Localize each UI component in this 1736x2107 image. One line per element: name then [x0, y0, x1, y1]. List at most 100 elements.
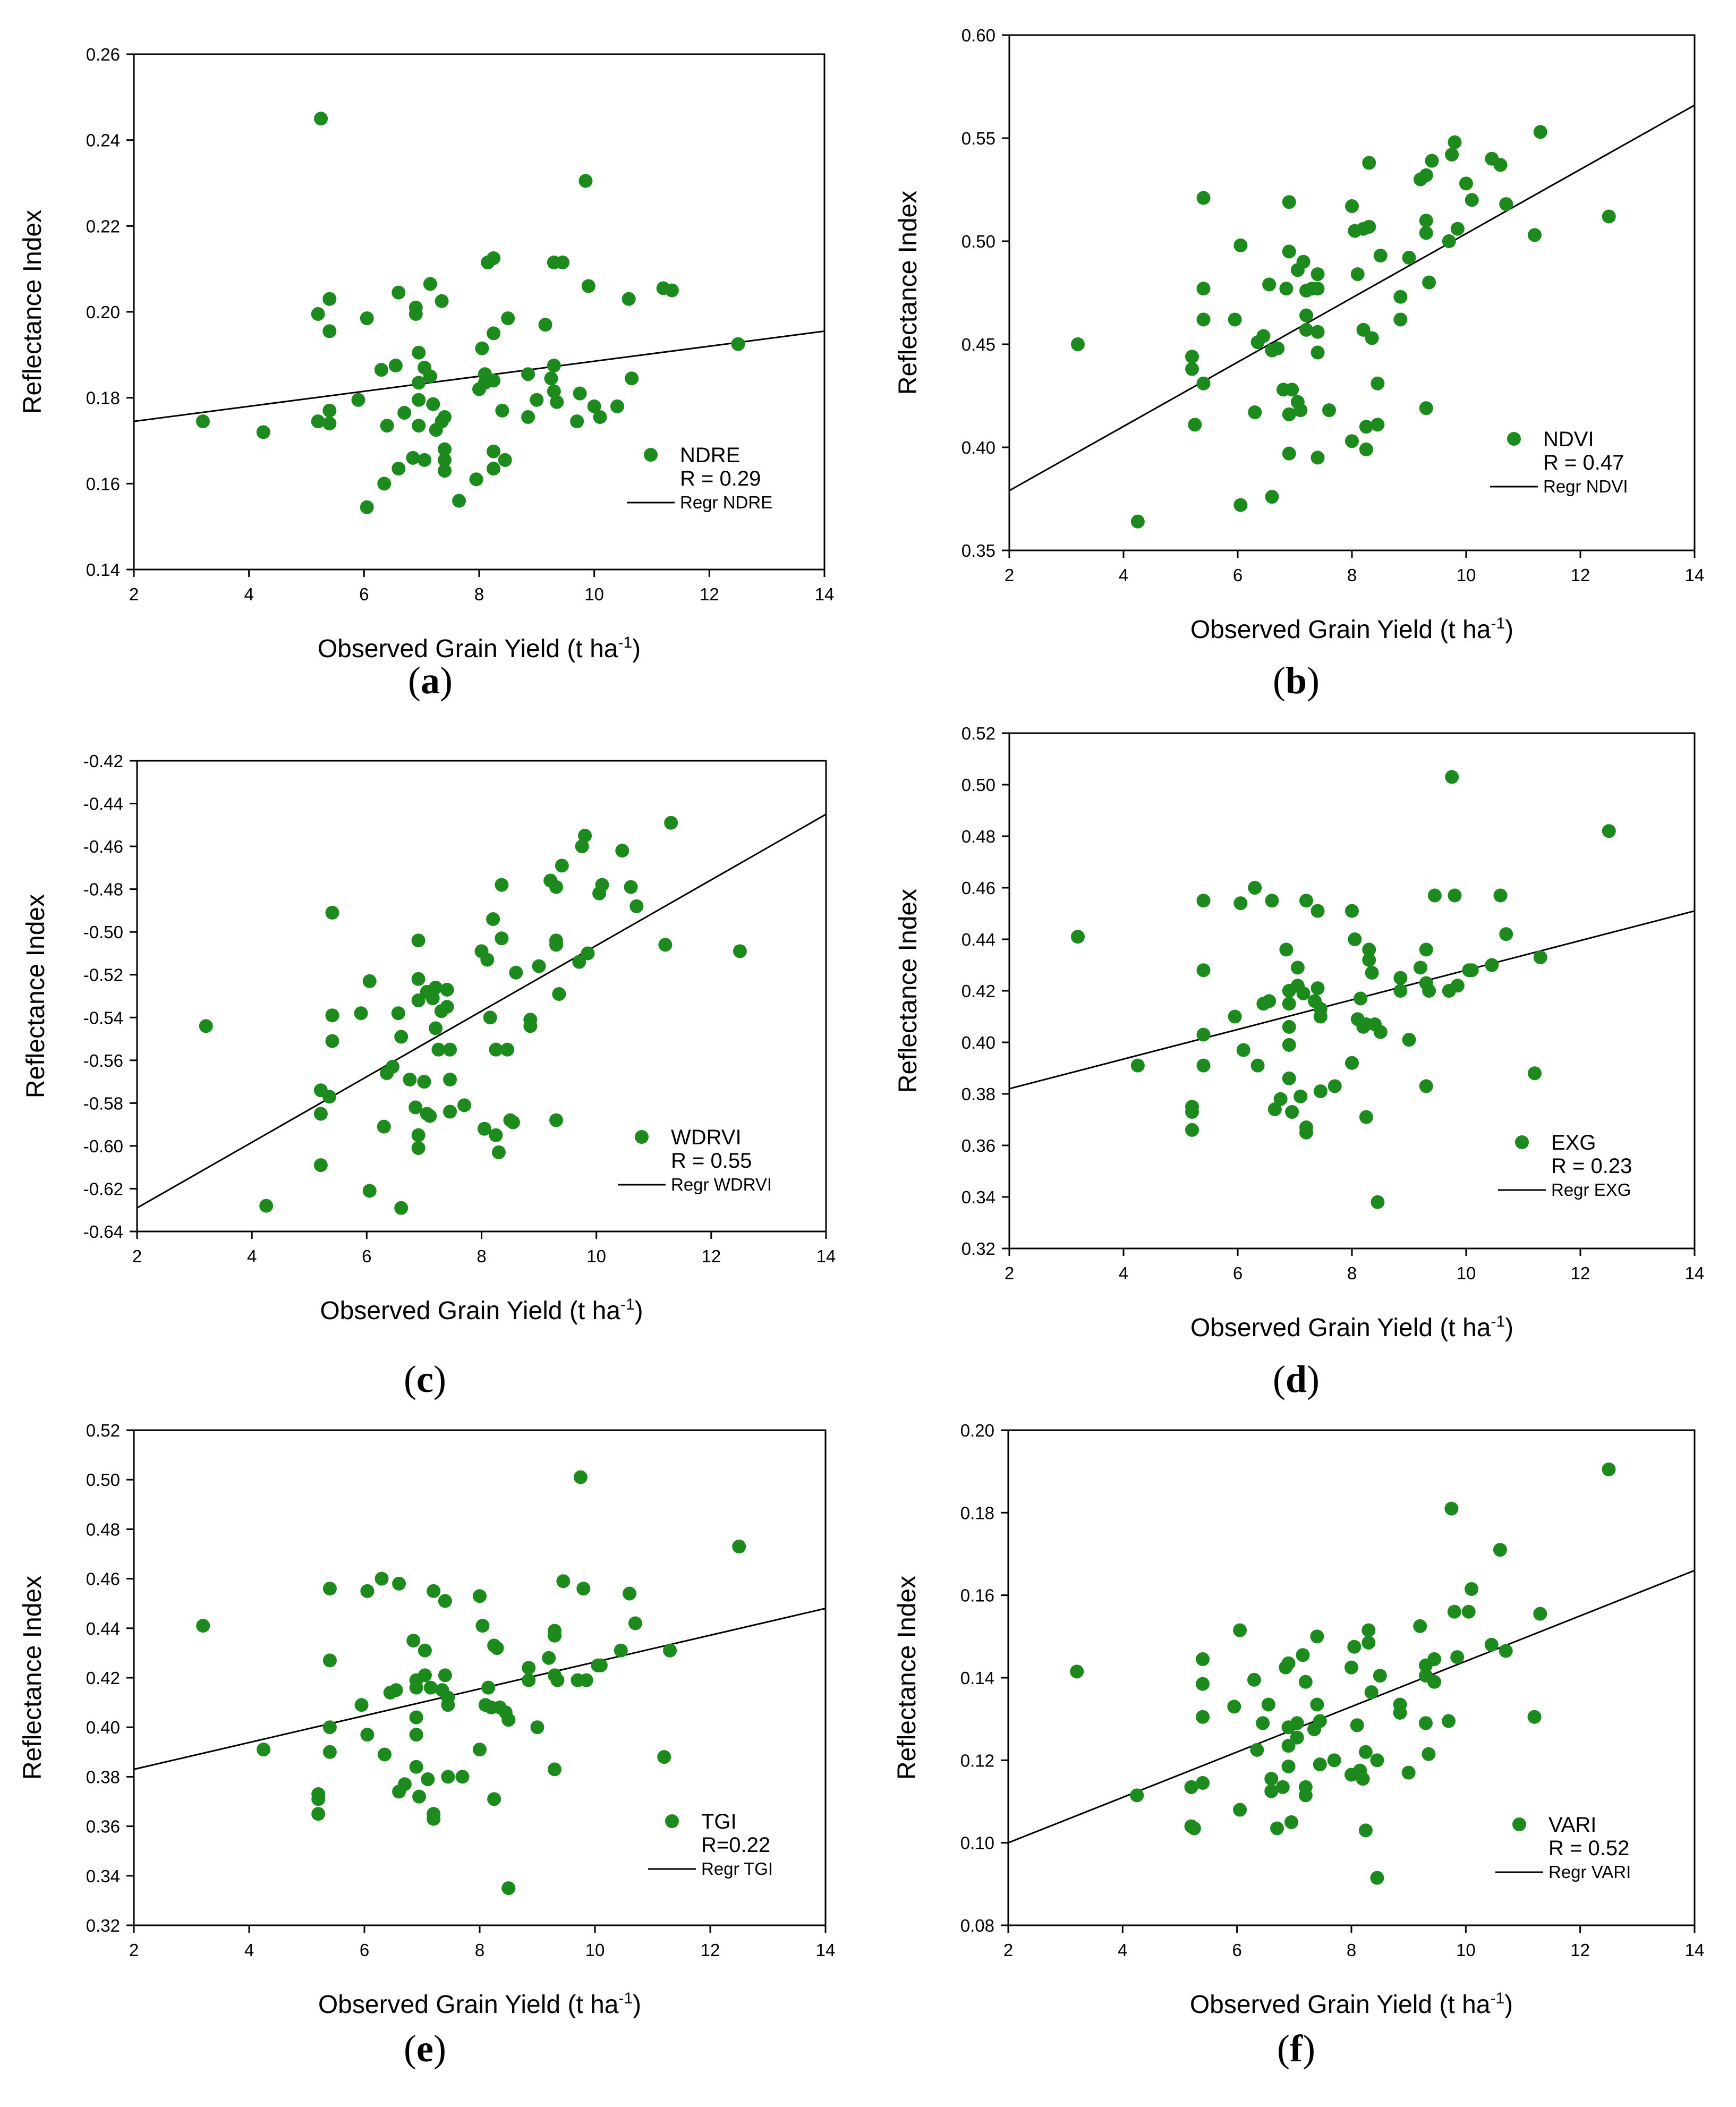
y-tick-label: 0.14	[86, 560, 120, 580]
y-tick-label: -0.46	[83, 837, 123, 856]
x-tick-label: 14	[1685, 1940, 1705, 1960]
data-point	[311, 307, 325, 321]
x-tick-label: 10	[586, 1246, 606, 1266]
x-tick-label: 2	[132, 1246, 142, 1266]
data-point	[1256, 1716, 1270, 1730]
data-point	[1402, 1033, 1416, 1047]
data-point	[1493, 888, 1508, 903]
data-point	[322, 1720, 337, 1735]
y-tick-label: 0.24	[86, 131, 120, 150]
legend-regr-label: Regr NDVI	[1543, 477, 1628, 496]
y-tick-label: 0.20	[960, 1421, 994, 1440]
data-point	[360, 500, 374, 514]
data-point	[548, 1762, 562, 1777]
data-point	[438, 1668, 452, 1683]
x-axis-label-text: Observed Grain Yield (t ha	[1190, 1991, 1491, 2019]
legend-marker	[644, 448, 658, 462]
data-point	[1281, 1739, 1296, 1753]
y-tick-label: 0.38	[961, 1084, 995, 1104]
data-point	[1184, 1780, 1198, 1794]
data-point	[550, 1673, 565, 1687]
data-point	[1348, 932, 1362, 946]
legend-regr-label: Regr EXG	[1551, 1180, 1631, 1200]
y-tick-label: 0.46	[86, 1569, 120, 1589]
data-point	[438, 442, 452, 456]
caption-letter: d	[1286, 1358, 1307, 1400]
caption-open-paren: (	[404, 2027, 416, 2070]
caption-open-paren: (	[1273, 659, 1286, 702]
data-point	[1228, 312, 1242, 327]
data-point	[1281, 1759, 1296, 1773]
data-point	[1344, 1660, 1358, 1675]
data-point	[1264, 1784, 1279, 1798]
data-point	[1393, 290, 1408, 304]
data-point	[1485, 958, 1499, 972]
x-tick-label: 6	[362, 1246, 371, 1266]
data-point	[658, 938, 673, 952]
y-tick-label: 0.16	[960, 1586, 994, 1605]
data-point	[1393, 1706, 1407, 1720]
y-tick-label: -0.64	[83, 1222, 123, 1242]
data-point	[1130, 514, 1145, 529]
data-point	[1290, 1716, 1304, 1730]
data-point	[452, 494, 466, 508]
data-point	[549, 938, 564, 952]
data-point	[1282, 195, 1296, 209]
data-point	[575, 839, 589, 854]
data-point	[1261, 1697, 1275, 1712]
data-point	[1285, 1105, 1299, 1119]
y-tick-label: 0.42	[961, 981, 995, 1001]
data-point	[1533, 125, 1547, 139]
x-axis-label-close: )	[1504, 1991, 1513, 2019]
x-tick-label: 4	[1118, 1940, 1127, 1960]
x-tick-label: 2	[129, 1940, 139, 1960]
data-point	[1358, 1745, 1373, 1759]
data-point	[1362, 942, 1376, 957]
data-point	[614, 1643, 628, 1658]
data-point	[443, 1042, 457, 1057]
data-point	[1196, 1710, 1210, 1724]
data-point	[581, 946, 595, 961]
data-point	[1310, 345, 1325, 360]
data-point	[1228, 1009, 1242, 1024]
data-point	[1233, 238, 1248, 252]
data-point	[547, 359, 561, 373]
data-point	[1445, 148, 1459, 162]
x-tick-label: 10	[1457, 1263, 1476, 1283]
y-tick-label: -0.56	[83, 1051, 123, 1071]
x-tick-label: 12	[1570, 1940, 1590, 1960]
data-point	[311, 1792, 326, 1806]
data-point	[417, 1075, 431, 1089]
caption-open-paren: (	[1273, 1358, 1286, 1400]
data-point	[1401, 1765, 1416, 1780]
data-point	[377, 1747, 392, 1762]
y-axis-label: Reflectance Index	[22, 894, 50, 1098]
legend-marker	[1512, 1817, 1526, 1831]
data-point	[443, 1073, 457, 1087]
y-axis-label: Reflectance Index	[894, 889, 922, 1093]
data-point	[1465, 1582, 1479, 1596]
x-tick-label: 8	[474, 584, 484, 604]
caption-letter: e	[416, 2027, 433, 2070]
data-point	[322, 1745, 337, 1759]
data-point	[1285, 383, 1299, 397]
data-point	[1350, 267, 1365, 282]
data-point	[1271, 341, 1285, 355]
panel-b: 2 4 6 8 10 12 14 0.35 0.40 0.45 0.50 0.55 0.60 Observ…	[894, 26, 1704, 702]
data-point	[440, 982, 454, 997]
data-point	[1461, 1604, 1476, 1619]
data-point	[392, 1576, 406, 1591]
data-point	[1270, 1821, 1284, 1836]
legend-regr-label: Regr NDRE	[680, 492, 772, 512]
data-point	[501, 1881, 516, 1896]
data-point	[412, 345, 426, 360]
data-point	[1282, 997, 1296, 1011]
data-point	[1362, 219, 1376, 234]
x-tick-label: 6	[1232, 1940, 1241, 1960]
y-tick-label: 0.50	[961, 232, 995, 251]
data-point	[418, 1668, 432, 1683]
x-axis-label-text: Observed Grain Yield (t ha	[1190, 1314, 1491, 1342]
data-point	[418, 1643, 432, 1658]
data-point	[409, 307, 423, 321]
caption-letter: c	[416, 1358, 433, 1400]
